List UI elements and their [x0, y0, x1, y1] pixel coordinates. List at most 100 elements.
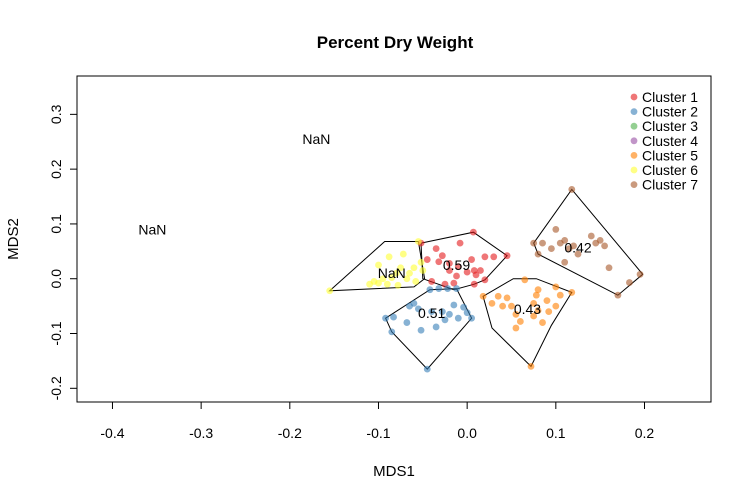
- cluster-5-point: [530, 312, 538, 320]
- y-tick-label: 0.0: [48, 269, 64, 289]
- cluster-1-point: [472, 271, 480, 279]
- x-axis-title: MDS1: [373, 463, 415, 480]
- legend-marker: [630, 166, 638, 174]
- cluster-6-point: [388, 274, 396, 282]
- cluster-6-point: [394, 281, 402, 289]
- cluster-5-point: [527, 362, 535, 370]
- cluster-7-point: [530, 239, 538, 247]
- x-tick-label: -0.3: [189, 425, 213, 441]
- cluster-annotation: NaN: [138, 221, 166, 237]
- y-tick-label: -0.1: [48, 321, 64, 345]
- cluster-2-point: [417, 326, 425, 334]
- cluster-7-point: [614, 291, 622, 299]
- x-tick-label: -0.2: [278, 425, 302, 441]
- cluster-6-point: [385, 253, 393, 261]
- cluster-1-point: [450, 279, 458, 287]
- legend-label: Cluster 7: [642, 177, 698, 193]
- cluster-2-point: [426, 286, 434, 294]
- cluster-annotation: 0.43: [514, 301, 541, 317]
- cluster-6-point: [397, 264, 405, 272]
- legend-marker: [630, 137, 638, 145]
- cluster-6-point: [375, 261, 382, 269]
- cluster-1-point: [446, 267, 453, 274]
- cluster-5-point: [488, 299, 496, 307]
- legend-marker: [630, 152, 638, 159]
- cluster-2-point: [444, 285, 452, 292]
- cluster-2-point: [390, 313, 397, 321]
- legend-marker: [630, 93, 638, 101]
- cluster-2-point: [460, 303, 468, 311]
- cluster-2-point: [450, 301, 458, 309]
- cluster-5-point: [539, 319, 546, 326]
- legend-label: Cluster 5: [642, 147, 698, 163]
- x-tick-label: 0.2: [635, 425, 655, 441]
- cluster-7-point: [561, 258, 569, 266]
- cluster-5-point: [521, 276, 529, 284]
- cluster-5-point: [534, 286, 542, 294]
- cluster-2-point: [435, 285, 443, 292]
- x-axis: -0.4 -0.3 -0.2 -0.1 0.0 0.1 0.2: [100, 401, 655, 441]
- cluster-6-point: [419, 267, 427, 274]
- plot-frame: [76, 75, 712, 403]
- cluster-2-point: [454, 314, 462, 322]
- legend-label: Cluster 1: [642, 89, 698, 105]
- cluster-1-point: [454, 263, 462, 271]
- cluster-2-point: [446, 310, 453, 318]
- cluster-7-point: [561, 236, 569, 244]
- cluster-1-point: [468, 256, 475, 263]
- cluster-7-point: [636, 270, 644, 278]
- cluster-1-point: [470, 280, 478, 288]
- cluster-5-point: [494, 292, 502, 300]
- cluster-2-point: [414, 305, 422, 313]
- cluster-5-point: [532, 291, 540, 299]
- cluster-annotation: NaN: [302, 131, 330, 147]
- cluster-6-point: [392, 269, 400, 277]
- cluster-7-point: [570, 242, 577, 250]
- cluster-6-point: [412, 278, 420, 285]
- cluster-5-point: [499, 302, 507, 310]
- cluster-5-point: [516, 318, 524, 325]
- x-tick-label: -0.4: [100, 425, 124, 441]
- x-tick-label: -0.1: [366, 425, 390, 441]
- cluster-1-point: [477, 267, 484, 274]
- cluster-2-point: [432, 323, 440, 331]
- cluster-7-point: [592, 239, 600, 247]
- cluster-annotation: 0.51: [418, 305, 445, 321]
- cluster-7-point: [626, 279, 633, 286]
- cluster-7-point: [601, 242, 608, 250]
- cluster-1-point: [428, 278, 436, 285]
- cluster-2-point: [423, 365, 431, 373]
- cluster-2-point: [453, 285, 460, 292]
- legend-label: Cluster 4: [642, 133, 698, 149]
- cluster-1-point: [469, 228, 477, 236]
- cluster-1-point: [463, 268, 471, 276]
- cluster-annotation: 0.59: [443, 257, 470, 273]
- cluster-7-point: [605, 264, 613, 272]
- cluster-2-point: [382, 314, 389, 322]
- cluster-5-point: [479, 292, 487, 300]
- cluster-5-point: [512, 310, 520, 318]
- cluster-5-point: [512, 324, 520, 332]
- chart-title: Percent Dry Weight: [317, 33, 474, 52]
- legend-label: Cluster 3: [642, 118, 698, 134]
- cluster-7-point: [568, 186, 576, 193]
- cluster-2-point: [463, 309, 471, 317]
- cluster-2-point: [468, 314, 475, 322]
- cluster-6-point: [383, 280, 391, 288]
- cluster-1-point: [446, 259, 453, 267]
- cluster-annotations: NaN NaN NaN 0.59 0.51 0.43 0.42: [138, 131, 591, 321]
- cluster-5-point: [568, 289, 576, 296]
- cluster-6-point: [410, 264, 418, 272]
- cluster-6-point: [326, 287, 334, 295]
- cluster-7-point: [587, 232, 595, 240]
- cluster-6-point: [375, 279, 382, 287]
- cluster-1-hull: [420, 231, 508, 291]
- cluster-2-point: [438, 308, 446, 315]
- cluster-2-hull: [384, 288, 473, 370]
- cluster-7-point: [547, 245, 555, 252]
- legend-label: Cluster 6: [642, 162, 698, 178]
- cluster-points: [326, 186, 644, 373]
- cluster-5-point: [503, 294, 511, 302]
